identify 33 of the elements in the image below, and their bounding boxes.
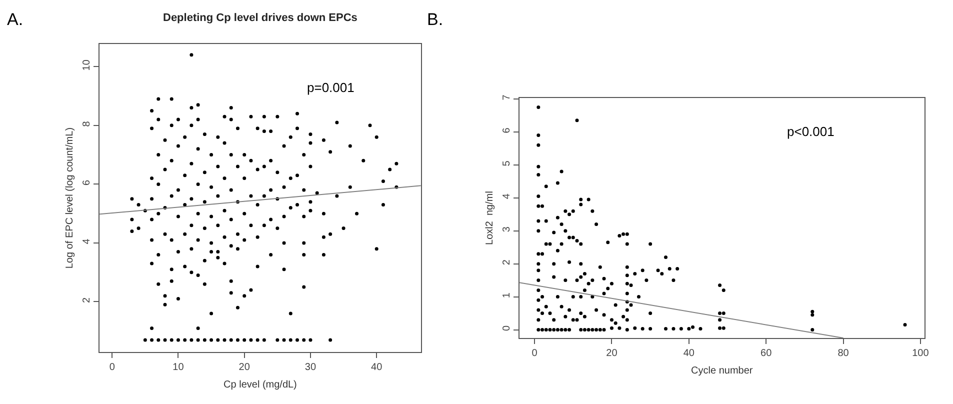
x-tick-label: 60 (760, 348, 772, 359)
y-tick-label: 8 (82, 120, 93, 127)
x-tick-label: 0 (532, 348, 538, 359)
chart-title: Depleting Cp level drives down EPCs (163, 12, 358, 24)
annotation: p<0.001 (787, 124, 834, 139)
x-tick-label: 0 (109, 362, 116, 373)
x-axis-title: Cycle number (691, 366, 754, 376)
x-tick-label: 30 (304, 362, 316, 373)
x-tick-label: 80 (838, 348, 850, 359)
x-tick-label: 10 (172, 362, 184, 373)
y-tick-label: 4 (502, 193, 513, 200)
y-tick-label: 2 (502, 259, 513, 266)
annotation: p=0.001 (307, 80, 354, 95)
y-tick-label: 7 (502, 94, 513, 100)
y-tick-label: 2 (82, 297, 93, 304)
x-axis-title: Cp level (mg/dL) (224, 380, 297, 390)
text: A. (7, 10, 24, 29)
x-tick-label: 100 (912, 348, 930, 359)
y-tick-label: 6 (82, 179, 93, 186)
y-tick-label: 0 (502, 325, 513, 332)
x-tick-label: 40 (371, 362, 383, 373)
y-tick-label: 5 (502, 160, 513, 166)
y-axis-title: Log of EPC level (log count/mL) (64, 127, 76, 269)
x-tick-label: 40 (683, 348, 695, 359)
x-tick-label: 20 (238, 362, 250, 373)
y-tick-label: 6 (502, 127, 513, 134)
text: B. (427, 10, 444, 29)
y-axis-title: Loxl2 ng/ml (484, 191, 496, 245)
y-tick-label: 3 (502, 226, 513, 232)
y-tick-label: 1 (502, 292, 513, 298)
x-tick-label: 20 (606, 348, 618, 359)
y-tick-label: 10 (82, 59, 93, 71)
y-tick-label: 4 (82, 238, 93, 244)
